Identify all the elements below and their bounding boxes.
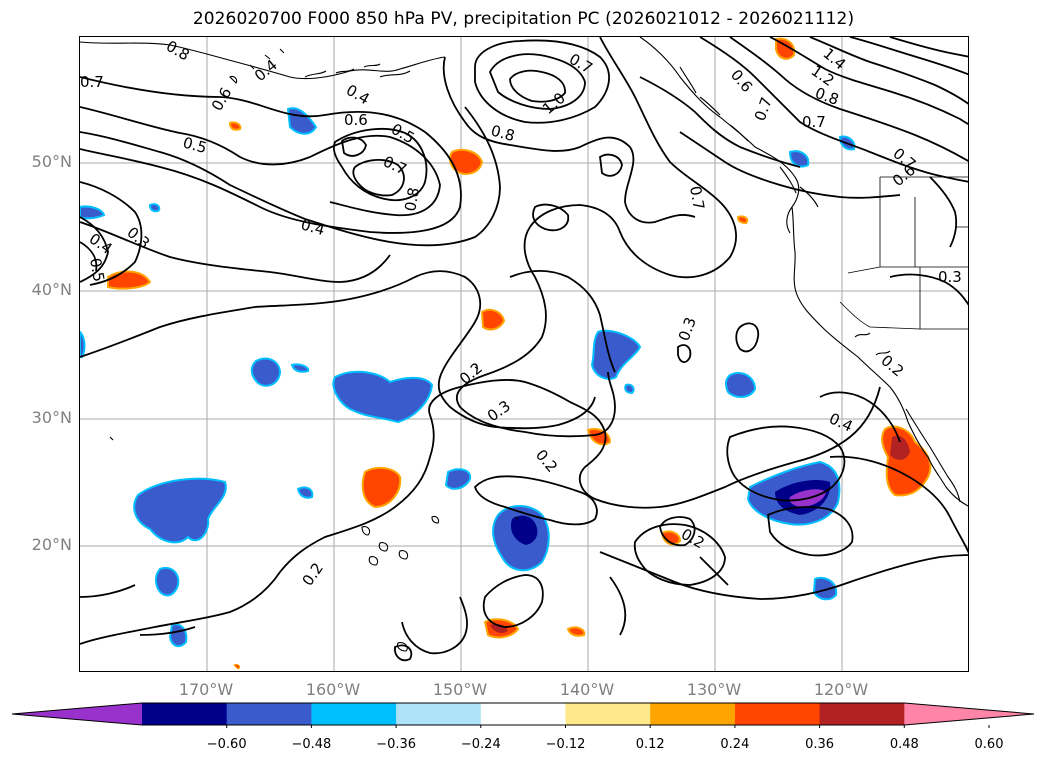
contour-label: 0.2	[456, 359, 486, 388]
colorbar-tick-label: −0.48	[291, 737, 332, 752]
contour-label: 0.4	[826, 409, 855, 435]
contour-label: 0.3	[484, 397, 514, 425]
contour-label: 0.4	[299, 215, 327, 239]
contour-label: 0.8	[163, 37, 193, 64]
pv-contours	[80, 37, 968, 662]
contour-label: 0.7	[566, 50, 596, 78]
contour-label: 0.8	[489, 121, 517, 145]
colorbar-segment	[142, 703, 228, 725]
lat-label-40n: 40°N	[31, 280, 72, 299]
colorbar-tick-label: 0.60	[974, 737, 1004, 752]
contour-label: 0.3	[675, 315, 700, 344]
contour-label: 0.8	[813, 84, 842, 109]
lon-label-150w: 150°W	[432, 680, 488, 699]
contour-label: 0.3	[123, 223, 153, 252]
colorbar-extend-min	[12, 703, 142, 725]
contour-label: 0.2	[877, 351, 907, 380]
colorbar-outline	[12, 702, 1035, 726]
contour-label: 0.4	[343, 81, 373, 109]
contour-label: 0.6	[727, 66, 756, 96]
colorbar-tick-label: −0.24	[460, 737, 501, 752]
graticule	[80, 37, 968, 671]
colorbar-tick-label: 0.48	[889, 737, 919, 752]
contour-label: 0.7	[380, 152, 409, 178]
contour-label: 0.5	[86, 257, 108, 284]
colorbar-tick-label: 0.36	[805, 737, 835, 752]
contour-label: 0.7	[802, 113, 826, 131]
map-svg: 0.8 0.7 0.4 0.6 0.5 0.4 0.6 0.5 0.7 0.8 …	[80, 37, 968, 671]
negative-anomaly-areas	[80, 107, 856, 648]
colorbar-extend-max	[904, 703, 1034, 725]
colorbar-tick-label: −0.60	[206, 737, 247, 752]
lon-label-140w: 140°W	[559, 680, 615, 699]
contour-label: 0.5	[181, 133, 209, 157]
contour-label: 0.4	[251, 56, 281, 85]
lat-label-50n: 50°N	[31, 152, 72, 171]
contour-label: 0.6	[344, 111, 368, 129]
contour-label: 0.2	[532, 446, 561, 476]
coastlines	[80, 37, 968, 652]
positive-anomaly-areas	[107, 37, 932, 670]
colorbar-tick-label: 0.12	[635, 737, 665, 752]
colorbar-segment	[650, 703, 736, 725]
contour-label: 0.7	[751, 95, 776, 124]
chart-title: 2026020700 F000 850 hPa PV, precipitatio…	[192, 9, 855, 29]
lon-label-120w: 120°W	[813, 680, 869, 699]
colorbar	[12, 702, 1035, 728]
colorbar-tick-label: −0.12	[545, 737, 586, 752]
lat-label-20n: 20°N	[31, 535, 72, 554]
colorbar-segment	[734, 703, 821, 725]
contour-label: 0.2	[299, 559, 327, 589]
contour-label: 0.3	[938, 268, 962, 286]
contour-label: 0.2	[678, 525, 708, 553]
contour-label: 0.7	[686, 185, 708, 212]
contour-label: 0.7	[80, 73, 104, 91]
lon-label-160w: 160°W	[305, 680, 361, 699]
colorbar-tick-label: −0.36	[376, 737, 417, 752]
contour-label: 0.6	[208, 84, 236, 114]
map-panel[interactable]: 0.8 0.7 0.4 0.6 0.5 0.4 0.6 0.5 0.7 0.8 …	[79, 36, 969, 672]
lat-label-30n: 30°N	[31, 408, 72, 427]
colorbar-segment	[396, 703, 482, 725]
colorbar-segment	[311, 703, 397, 725]
colorbar-segment	[819, 703, 905, 725]
lon-label-130w: 130°W	[686, 680, 742, 699]
colorbar-segment	[480, 703, 566, 725]
contour-label: 0.8	[401, 186, 423, 213]
precip-shading	[80, 37, 932, 670]
lon-label-170w: 170°W	[178, 680, 234, 699]
colorbar-segment	[565, 703, 651, 725]
colorbar-tick-label: 0.24	[720, 737, 750, 752]
colorbar-segment	[226, 703, 312, 725]
